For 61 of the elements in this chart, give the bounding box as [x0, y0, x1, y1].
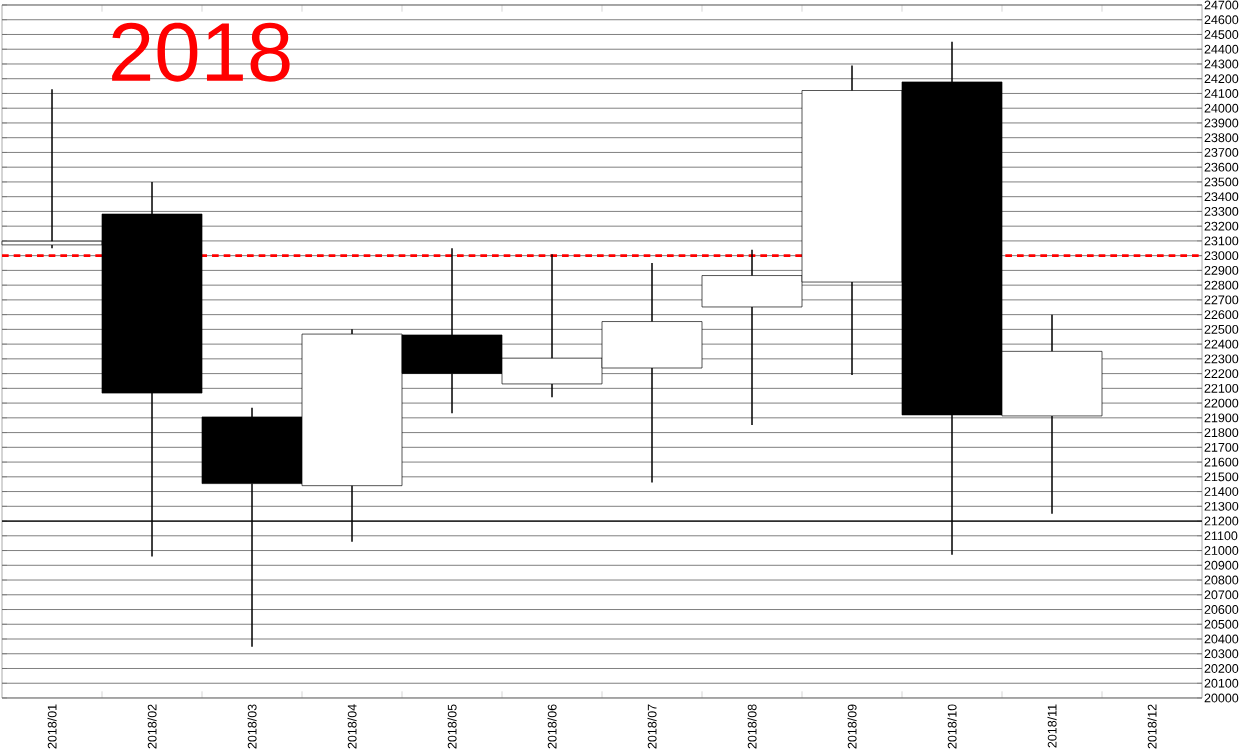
y-tick-label: 24200	[1204, 74, 1239, 84]
y-tick-label: 20600	[1204, 605, 1239, 614]
y-tick-label: 22400	[1204, 339, 1239, 349]
y-tick-label: 24600	[1204, 15, 1239, 25]
x-tick-label: 2018/11	[1047, 704, 1057, 748]
y-tick-label: 20000	[1204, 693, 1239, 703]
y-tick-label: 21400	[1204, 487, 1239, 496]
y-tick-label: 24400	[1204, 44, 1239, 54]
y-tick-label: 23700	[1204, 148, 1239, 157]
y-tick-label: 21500	[1204, 472, 1239, 482]
y-tick-label: 21800	[1204, 428, 1239, 438]
y-tick-label: 22700	[1204, 295, 1239, 305]
x-tick-label: 2018/03	[247, 704, 257, 749]
y-tick-label: 22100	[1204, 383, 1239, 393]
y-tick-label: 23300	[1204, 206, 1239, 216]
y-tick-label: 23500	[1204, 177, 1239, 187]
y-tick-label: 24000	[1204, 103, 1239, 113]
x-tick-label: 2018/04	[347, 704, 357, 749]
y-tick-label: 21200	[1204, 516, 1239, 526]
y-tick-label: 22600	[1204, 310, 1239, 320]
y-tick-label: 23900	[1204, 118, 1239, 128]
y-tick-label: 20100	[1204, 678, 1239, 688]
x-tick-label: 2018/10	[947, 704, 957, 749]
y-tick-label: 22900	[1204, 265, 1239, 275]
y-tick-label: 21300	[1204, 501, 1239, 511]
y-tick-label: 24100	[1204, 89, 1239, 98]
y-tick-label: 23600	[1204, 162, 1239, 172]
y-tick-label: 24300	[1204, 59, 1239, 69]
y-tick-label: 20500	[1204, 619, 1239, 629]
x-tick-label: 2018/12	[1147, 704, 1157, 749]
y-tick-label: 23200	[1204, 221, 1239, 231]
y-tick-label: 23800	[1204, 133, 1239, 143]
y-tick-label: 23000	[1204, 251, 1239, 261]
chart-title: 2018	[112, 22, 290, 82]
y-tick-label: 21700	[1204, 442, 1239, 452]
y-tick-label: 20300	[1204, 649, 1239, 659]
y-tick-label: 20900	[1204, 560, 1239, 570]
y-tick-label: 20800	[1204, 575, 1239, 585]
y-tick-label: 20700	[1204, 590, 1239, 600]
y-tick-label: 24700	[1204, 0, 1239, 10]
y-tick-label: 20200	[1204, 664, 1239, 673]
y-tick-label: 23400	[1204, 192, 1239, 202]
y-tick-label: 21600	[1204, 457, 1239, 467]
x-tick-label: 2018/06	[547, 704, 557, 749]
x-tick-label: 2018/08	[747, 704, 757, 749]
y-tick-label: 21900	[1204, 413, 1239, 423]
x-tick-label: 2018/01	[47, 704, 57, 749]
x-tick-label: 2018/07	[647, 704, 657, 749]
y-tick-label: 20400	[1204, 634, 1239, 644]
y-tick-label: 22300	[1204, 354, 1239, 364]
x-tick-label: 2018/09	[847, 704, 857, 749]
y-tick-label: 22000	[1204, 398, 1239, 408]
y-tick-label: 21000	[1204, 546, 1239, 555]
x-tick-label: 2018/05	[447, 704, 457, 749]
y-tick-label: 22200	[1204, 369, 1239, 379]
x-tick-label: 2018/02	[147, 704, 157, 749]
y-tick-label: 21100	[1204, 531, 1238, 541]
y-tick-label: 24500	[1204, 30, 1239, 39]
y-tick-label: 23100	[1204, 236, 1239, 246]
y-tick-label: 22800	[1204, 280, 1239, 290]
y-tick-label: 22500	[1204, 324, 1239, 334]
